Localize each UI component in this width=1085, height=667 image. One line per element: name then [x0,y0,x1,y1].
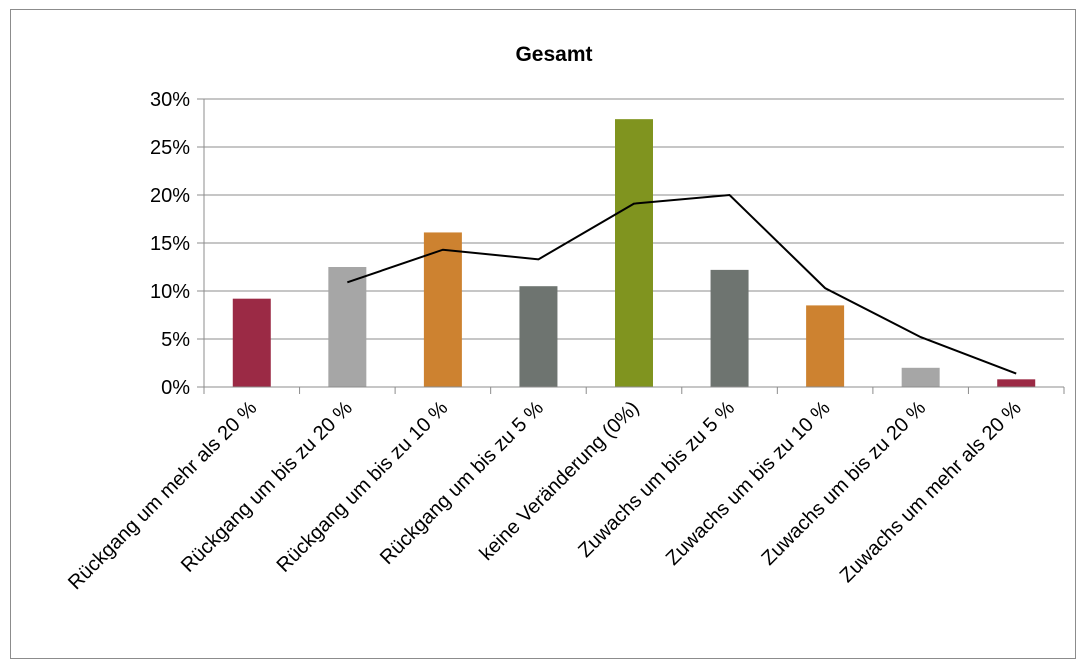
bar [615,119,653,387]
line-series [347,193,1017,375]
x-tick-label: Zuwachs um bis zu 5 % [574,397,739,562]
chart-title: Gesamt [515,43,592,66]
bar [519,286,558,387]
bar [710,269,749,387]
y-tick-labels: 0% 5% 10% 15% 20% 25% 30% [150,89,190,399]
x-tick-label: Rückgang um bis zu 10 % [273,397,453,577]
bars [232,119,1036,387]
bar [997,379,1036,387]
bar [901,367,940,387]
x-tick-label: Rückgang um bis zu 5 % [376,397,548,569]
y-tick-label: 0% [161,377,190,399]
x-tick-label: Rückgang um bis zu 20 % [177,397,357,577]
x-tick-label: Zuwachs um mehr als 20 % [836,397,1026,587]
y-tick-label: 20% [150,185,190,207]
y-tick-label: 30% [150,89,190,111]
axes [203,99,1065,394]
bar [232,298,271,387]
x-tick-labels: Rückgang um mehr als 20 %Rückgang um bis… [64,397,1026,594]
bar [423,232,462,387]
y-tick-label: 10% [150,281,190,303]
trend-line [347,193,1017,375]
y-tick-label: 5% [161,329,190,351]
y-tick-label: 25% [150,137,190,159]
bar [806,305,845,387]
x-tick-label: keine Veränderung (0%) [475,397,643,565]
bar [328,267,367,387]
x-tick-label: Zuwachs um bis zu 10 % [662,397,835,570]
x-tick-label: Zuwachs um bis zu 20 % [757,397,930,570]
x-tick-label: Rückgang um mehr als 20 % [64,397,261,594]
y-tick-label: 15% [150,233,190,255]
